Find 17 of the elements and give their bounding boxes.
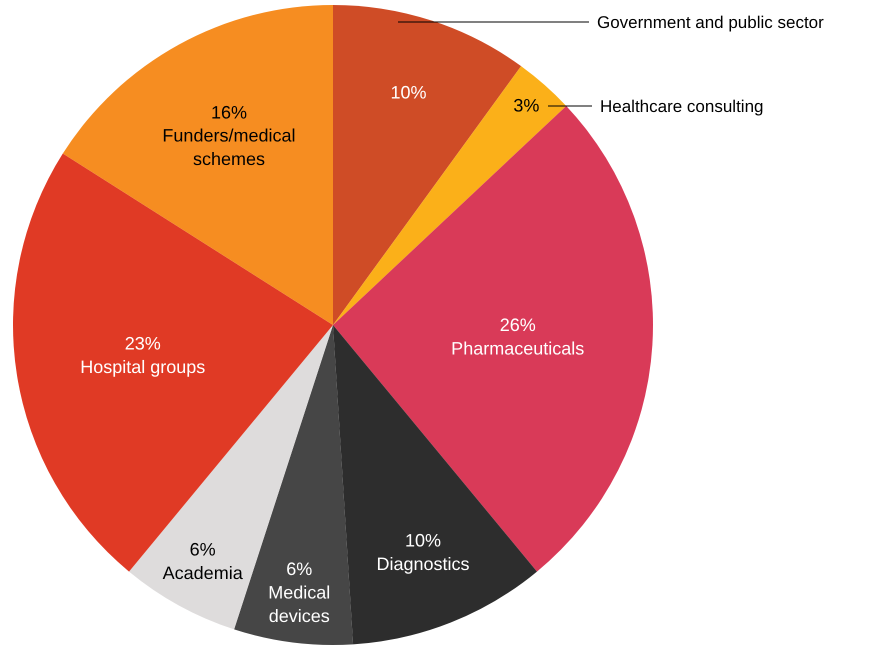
data-label: 26%: [500, 314, 536, 335]
pie-slice: [62, 5, 333, 325]
data-label: 16%: [210, 102, 247, 122]
slice-label: Medical devices: [268, 582, 330, 626]
slice-label: Government and public sector: [597, 13, 824, 32]
slice-label: Hospital groups: [80, 356, 206, 377]
slice-label: Diagnostics: [376, 554, 470, 574]
data-label: 10%: [404, 530, 442, 551]
data-label: 23%: [124, 333, 161, 354]
slice-label: Pharmaceuticals: [451, 338, 584, 358]
slice-label: Funders/medical schemes: [162, 126, 296, 170]
data-label: 10%: [390, 82, 427, 103]
data-label: 6%: [190, 539, 216, 560]
data-label: 3%: [513, 96, 540, 116]
data-label: 6%: [286, 558, 312, 579]
slice-label: Healthcare consulting: [600, 97, 764, 116]
slice-label: Academia: [162, 562, 244, 583]
